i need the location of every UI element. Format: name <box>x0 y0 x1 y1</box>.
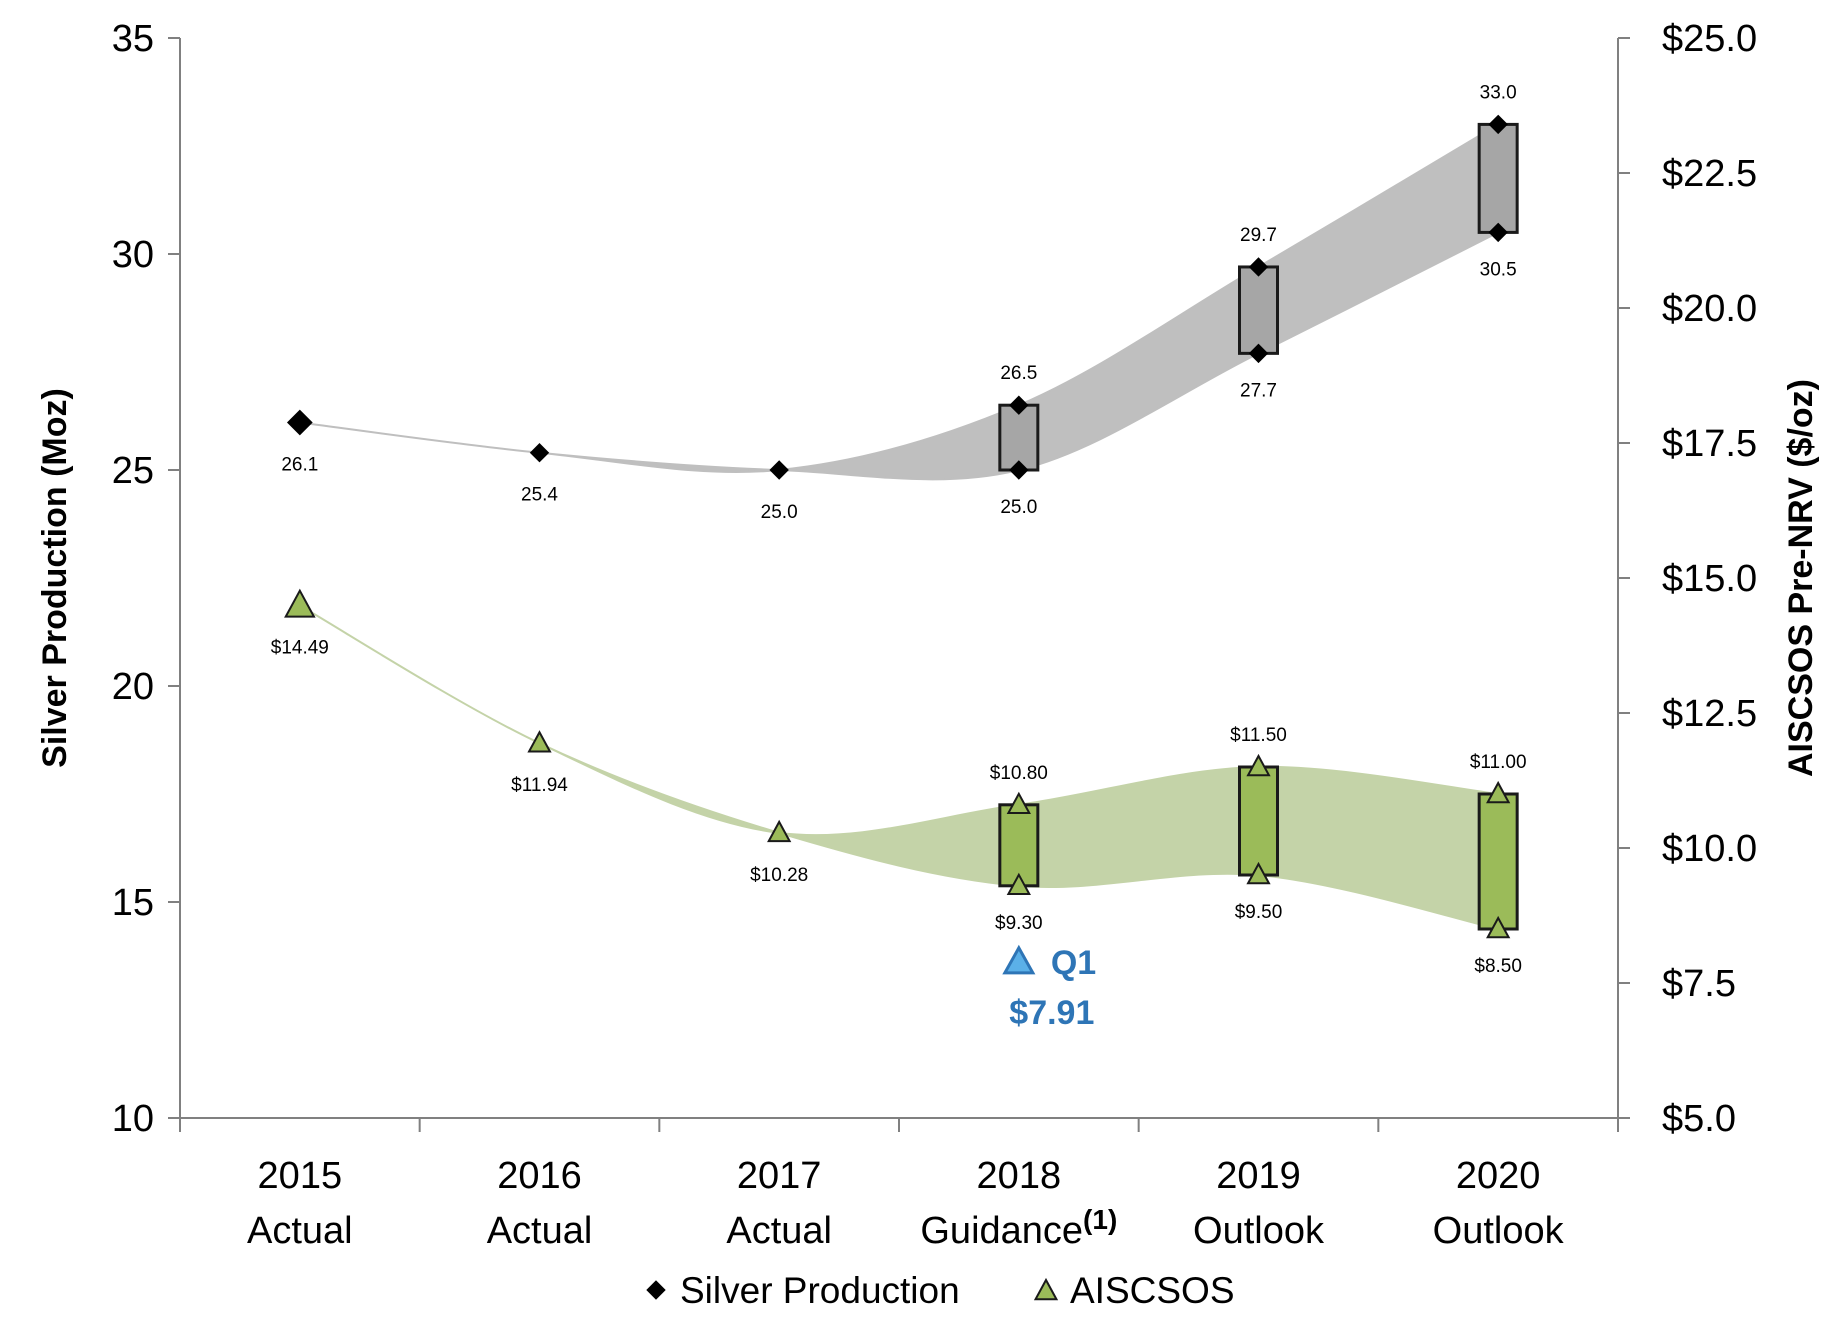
x-category-label-text: Outlook <box>1193 1210 1325 1252</box>
range-box-aiscsos <box>1238 765 1279 877</box>
q1-annotation: Q1 $7.91 <box>1002 944 1096 1032</box>
data-label-aiscsos-high: $11.00 <box>1470 752 1527 773</box>
y-tick-label-right: $12.5 <box>1662 693 1757 735</box>
marker-silver-production-high <box>1248 257 1269 277</box>
data-label-aiscsos-high: $10.80 <box>990 763 1048 784</box>
y-tick-label-right: $25.0 <box>1662 18 1757 60</box>
x-category-label: Actual <box>247 1210 353 1252</box>
x-category-year: 2016 <box>497 1155 582 1197</box>
y-tick-label-left: 30 <box>112 234 154 276</box>
range-bands <box>299 122 1500 931</box>
marker-aiscsos-low <box>1486 915 1511 939</box>
marker-silver-production-low <box>1488 222 1508 243</box>
x-category-year: 2017 <box>737 1155 822 1197</box>
band-aiscsos <box>299 604 1500 931</box>
range-box-silver-production <box>1238 265 1279 355</box>
data-label-silver-production-low: 27.7 <box>1240 380 1277 401</box>
x-category-label: Actual <box>726 1210 832 1252</box>
data-label-silver-production-high: 29.7 <box>1240 225 1277 246</box>
data-label-aiscsos-low: $8.50 <box>1474 956 1522 977</box>
marker-aiscsos-high <box>284 588 316 618</box>
y-tick-label-right: $7.5 <box>1662 963 1736 1005</box>
y-tick-label-right: $5.0 <box>1662 1098 1736 1140</box>
y-tick-label-left: 15 <box>112 882 154 924</box>
marker-aiscsos-high <box>767 819 792 843</box>
data-label-aiscsos-high: $11.94 <box>511 775 568 796</box>
marker-silver-production-high <box>529 443 550 463</box>
data-label-aiscsos-low: $9.30 <box>995 913 1043 934</box>
x-category-label-text: Actual <box>487 1210 593 1252</box>
data-label-silver-production-low: 30.5 <box>1480 259 1517 280</box>
marker-aiscsos-high <box>1006 791 1031 815</box>
y-tick-label-left: 35 <box>112 18 154 60</box>
marker-silver-production-high <box>286 409 313 436</box>
data-label-aiscsos-high: $14.49 <box>271 638 329 659</box>
legend-aiscsos-label: AISCSOS <box>1070 1270 1235 1311</box>
data-label-aiscsos-low: $9.50 <box>1235 902 1283 923</box>
y-axis-title-right: AISCSOS Pre-NRV ($/oz) <box>1782 379 1820 777</box>
y-tick-label-left: 25 <box>112 450 154 492</box>
x-category-label-text: Outlook <box>1433 1210 1565 1252</box>
band-silver-production <box>299 122 1500 481</box>
y-tick-label-left: 10 <box>112 1098 154 1140</box>
data-label-silver-production-high: 25.0 <box>761 502 798 523</box>
range-box-aiscsos <box>998 803 1040 888</box>
x-category-label-text: Actual <box>247 1210 353 1252</box>
x-category-label: Outlook <box>1193 1210 1325 1252</box>
data-label-aiscsos-high: $10.28 <box>750 865 808 886</box>
marker-silver-production-high <box>1488 114 1508 135</box>
range-box-silver-production <box>1477 122 1519 234</box>
axes: 10 15 20 25 30 35 $5.0 $7.5 $10.0 $12.5 $15.0 $17.5… <box>36 18 1820 1252</box>
range-box-silver-production <box>998 403 1040 472</box>
x-category-label: Actual <box>487 1210 593 1252</box>
x-category-label-text: Guidance <box>920 1210 1083 1252</box>
marker-aiscsos-low <box>1246 861 1271 885</box>
data-label-aiscsos-high: $11.50 <box>1230 725 1287 746</box>
y-tick-label-right: $17.5 <box>1662 423 1757 465</box>
x-category-label-text: Actual <box>726 1210 832 1252</box>
q1-triangle-marker <box>1002 944 1036 975</box>
x-category-year: 2019 <box>1216 1155 1301 1197</box>
q1-value: $7.91 <box>1009 994 1094 1032</box>
data-label-silver-production-high: 26.1 <box>281 454 318 475</box>
data-label-silver-production-high: 25.4 <box>521 485 558 506</box>
x-category-label: Outlook <box>1433 1210 1565 1252</box>
marker-aiscsos-high <box>1246 753 1271 777</box>
x-category-year: 2018 <box>977 1155 1062 1197</box>
marker-silver-production-low <box>1009 460 1029 480</box>
y-tick-label-right: $22.5 <box>1662 153 1757 195</box>
legend-silver-production-marker <box>646 1280 666 1300</box>
marker-aiscsos-high <box>1486 780 1511 804</box>
data-markers <box>284 114 1511 939</box>
legend-aiscsos-marker <box>1033 1277 1059 1301</box>
legend: Silver Production AISCSOS <box>646 1270 1235 1311</box>
x-category-year: 2020 <box>1456 1155 1541 1197</box>
y-tick-label-right: $15.0 <box>1662 558 1757 600</box>
legend-silver-production-label: Silver Production <box>680 1270 960 1311</box>
range-box-aiscsos <box>1477 792 1519 931</box>
data-label-silver-production-high: 26.5 <box>1000 363 1037 384</box>
marker-aiscsos-high <box>527 730 552 753</box>
marker-silver-production-high <box>769 460 789 480</box>
q1-label: Q1 <box>1051 944 1096 982</box>
y-tick-label-right: $10.0 <box>1662 828 1757 870</box>
data-label-silver-production-high: 33.0 <box>1480 82 1517 103</box>
x-category-footnote: (1) <box>1083 1204 1117 1235</box>
x-category-year: 2015 <box>258 1155 343 1197</box>
data-label-silver-production-low: 25.0 <box>1000 497 1037 518</box>
y-tick-label-right: $20.0 <box>1662 288 1757 330</box>
y-axis-title-left: Silver Production (Moz) <box>36 388 74 768</box>
marker-silver-production-high <box>1009 395 1029 415</box>
marker-silver-production-low <box>1248 343 1269 364</box>
marker-aiscsos-low <box>1006 872 1031 896</box>
data-labels: 26.1 25.4 25.0 26.5 25.0 29.7 27.7 33.0 30.5 $14.… <box>271 82 1527 977</box>
y-tick-label-left: 20 <box>112 666 154 708</box>
x-category-label: Guidance(1) <box>920 1204 1117 1252</box>
